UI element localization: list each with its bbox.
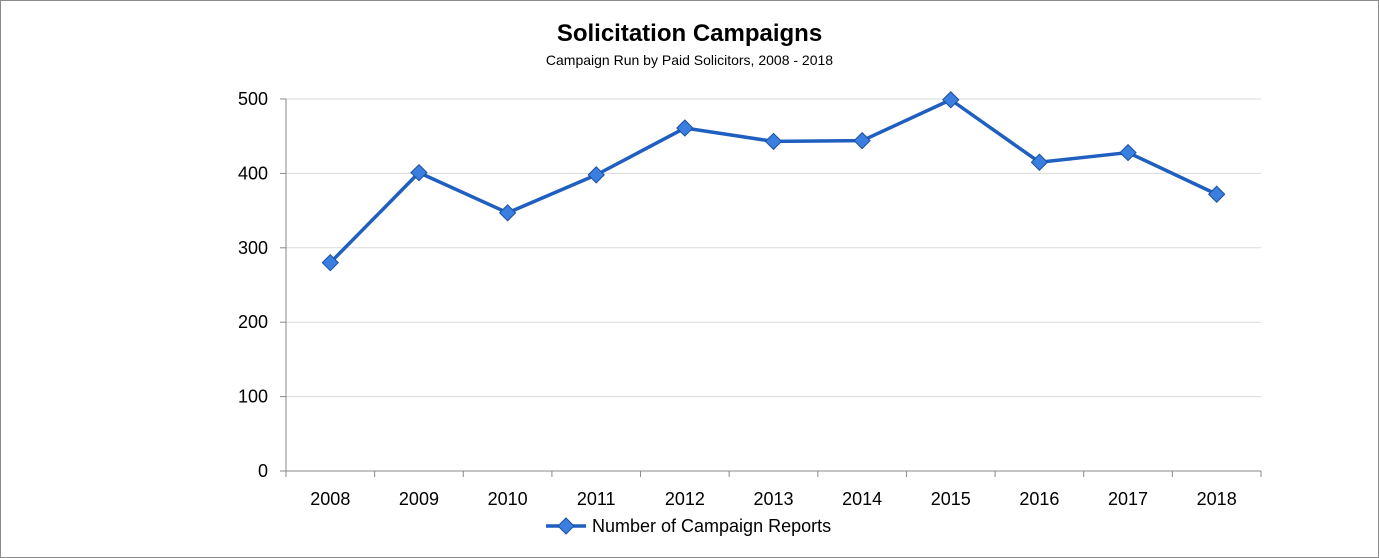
data-point [1207,185,1226,203]
axes [280,98,1262,477]
x-tick-label: 2010 [488,489,528,509]
x-tick-label: 2013 [753,489,793,509]
x-tick-label: 2016 [1019,489,1059,509]
gridlines [286,98,1261,398]
y-tick-label: 200 [238,312,268,332]
x-tick-label: 2014 [842,489,882,509]
data-point [498,204,517,222]
y-tick-label: 100 [238,387,268,407]
x-tick-label: 2012 [665,489,705,509]
legend: Number of Campaign Reports [546,516,831,536]
data-point [587,166,605,184]
x-tick-label: 2008 [310,489,350,509]
data-point [676,119,694,137]
x-tick-label: 2009 [399,489,439,509]
x-tick-label: 2017 [1108,489,1148,509]
data-point [1119,143,1137,162]
x-tick-labels: 2008 2009 2010 2011 2012 2013 2014 2015 2016 2017… [310,489,1236,509]
y-tick-label: 0 [258,461,268,481]
data-point [942,91,960,109]
x-tick-label: 2011 [577,489,616,509]
x-tick-label: 2018 [1197,489,1237,509]
data-point [321,253,340,272]
y-tick-label: 400 [238,163,268,183]
data-point [853,131,871,150]
series-group [321,91,1226,272]
x-tick-label: 2015 [931,489,971,509]
y-tick-label: 300 [238,238,268,258]
chart-title: Solicitation Campaigns [556,20,823,47]
series-line [329,97,1218,264]
data-point [764,132,783,151]
y-tick-labels: 0 100 200 300 400 500 [238,89,268,481]
legend-label: Number of Campaign Reports [592,516,831,536]
chart-subtitle: Campaign Run by Paid Solicitors, 2008 - … [545,52,834,68]
legend-marker-swatch [557,517,575,535]
y-tick-label: 500 [238,89,268,109]
data-point [1030,153,1049,171]
data-point [410,163,428,182]
